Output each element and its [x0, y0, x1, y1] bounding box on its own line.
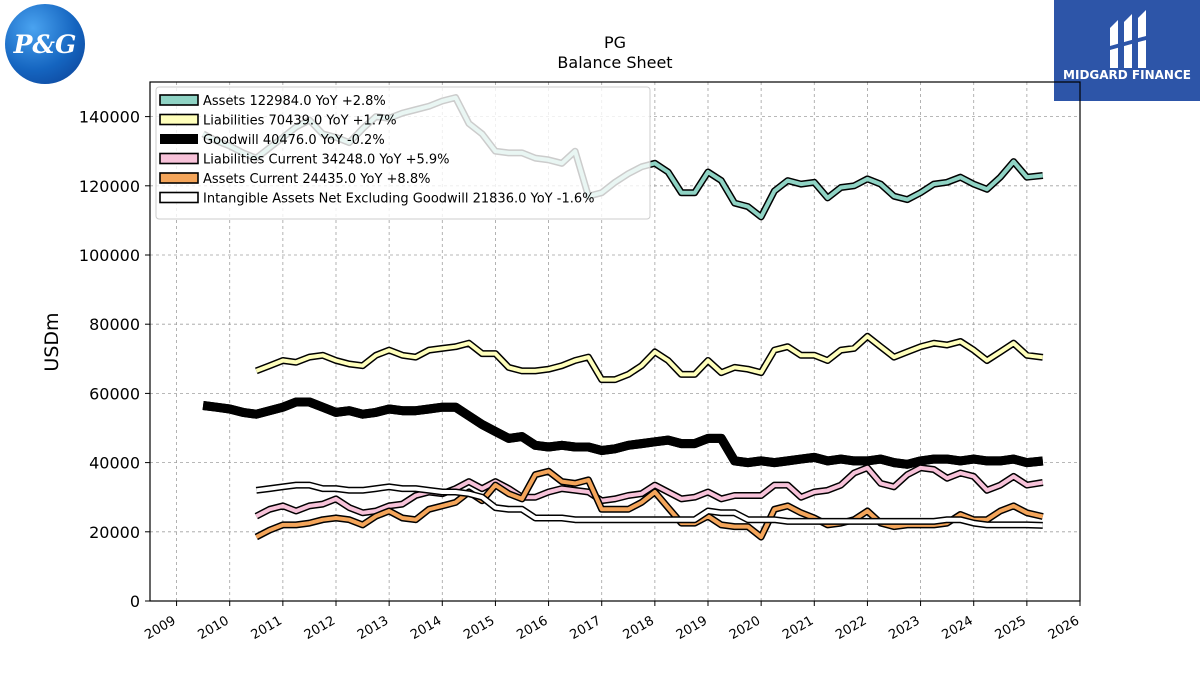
series-line-2	[202, 397, 1044, 469]
x-tick-label: 2015	[461, 613, 497, 643]
midgard-mark-icon	[1110, 10, 1146, 68]
pg-logo-text: P&G	[13, 29, 77, 59]
y-tick-label: 40000	[89, 454, 140, 473]
series-line-1	[255, 334, 1044, 382]
y-tick-label: 100000	[79, 246, 140, 265]
midgard-finance-logo: MIDGARD FINANCE	[1054, 0, 1200, 101]
series-line-5	[256, 483, 1043, 528]
chart-subtitle: Balance Sheet	[557, 53, 672, 72]
y-tick-label: 80000	[89, 315, 140, 334]
x-tick-label: 2022	[833, 613, 869, 643]
x-tick-label: 2012	[302, 613, 338, 643]
x-tick-label: 2018	[621, 613, 657, 643]
legend-entry-label: Liabilities 70439.0 YoY +1.7%	[203, 114, 397, 129]
x-tick-label: 2025	[993, 613, 1029, 643]
x-tick-label: 2016	[514, 613, 550, 643]
y-tick-label: 20000	[89, 523, 140, 542]
y-tick-label: 140000	[79, 108, 140, 127]
legend-swatch	[159, 152, 199, 165]
pg-logo: P&G	[5, 4, 85, 84]
legend-entry-label: Liabilities Current 34248.0 YoY +5.9%	[203, 153, 450, 168]
chart-title: PG	[604, 33, 626, 52]
x-tick-label: 2024	[940, 613, 976, 643]
x-tick-label: 2010	[196, 613, 232, 643]
x-tick-label: 2019	[674, 613, 710, 643]
midgard-brand-text: MIDGARD FINANCE	[1063, 68, 1191, 82]
x-tick-label: 2009	[142, 613, 178, 643]
y-tick-label: 60000	[89, 384, 140, 403]
y-tick-label: 120000	[79, 177, 140, 196]
legend-swatch	[160, 134, 198, 144]
legend-entry-label: Goodwill 40476.0 YoY -0.2%	[203, 133, 385, 148]
legend-swatch	[159, 113, 199, 126]
x-tick-label: 2017	[568, 613, 604, 643]
x-tick-label: 2023	[886, 613, 922, 643]
plot-frame	[149, 81, 1081, 602]
y-tick-label: 0	[130, 592, 140, 611]
series-line-3	[255, 465, 1044, 518]
x-tick-label: 2020	[727, 613, 763, 643]
legend-swatch	[159, 191, 199, 204]
y-axis-label: USDm	[41, 312, 63, 371]
legend-entry-label: Assets 122984.0 YoY +2.8%	[203, 94, 386, 109]
x-tick-label: 2021	[780, 613, 816, 643]
x-tick-label: 2013	[355, 613, 391, 643]
legend-box	[155, 86, 651, 220]
legend: Assets 122984.0 YoY +2.8% Liabilities 704…	[155, 86, 651, 220]
legend-swatch	[159, 94, 199, 106]
legend-entry-label: Assets Current 24435.0 YoY +8.8%	[203, 172, 430, 187]
legend-entry-label: Intangible Assets Net Excluding Goodwill…	[203, 192, 594, 207]
x-tick-label: 2014	[408, 613, 444, 643]
series-outline-4	[254, 467, 1044, 541]
x-tick-label: 2011	[249, 613, 285, 643]
x-tick-label: 2026	[1046, 613, 1082, 643]
legend-swatch	[159, 172, 199, 184]
